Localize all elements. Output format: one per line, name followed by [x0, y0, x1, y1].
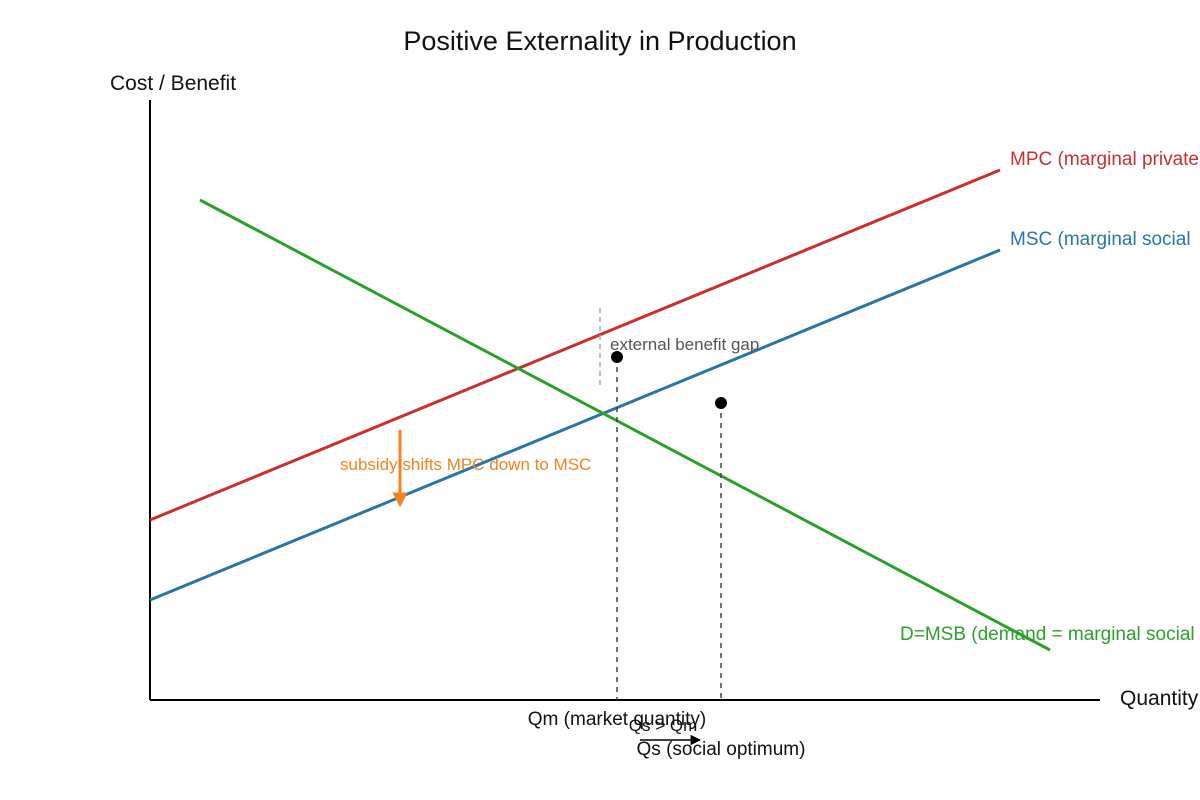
market-equilibrium-point: [611, 351, 623, 363]
x-axis-label: Quantity: [1120, 687, 1199, 710]
qs-gt-qm-label: Qs > Qm: [629, 716, 697, 735]
social-optimum-point: [715, 397, 727, 409]
mpc-label: MPC (marginal private: [1010, 149, 1199, 170]
msc-label: MSC (marginal social: [1010, 229, 1191, 250]
demand-curve: [199, 198, 1051, 652]
msc-curve: [149, 248, 1001, 602]
qm-label: Qm (market quantity): [528, 709, 706, 730]
qs-label: Qs (social optimum): [637, 739, 806, 760]
y-axis-label: Cost / Benefit: [110, 72, 236, 95]
diagram-title: Positive Externality in Production: [403, 26, 796, 56]
external-benefit-gap-label: external benefit gap: [610, 335, 759, 354]
mpc-curve: [149, 168, 1001, 522]
subsidy-label: subsidy shifts MPC down to MSC: [340, 455, 591, 474]
demand-label: D=MSB (demand = marginal social: [900, 624, 1195, 645]
